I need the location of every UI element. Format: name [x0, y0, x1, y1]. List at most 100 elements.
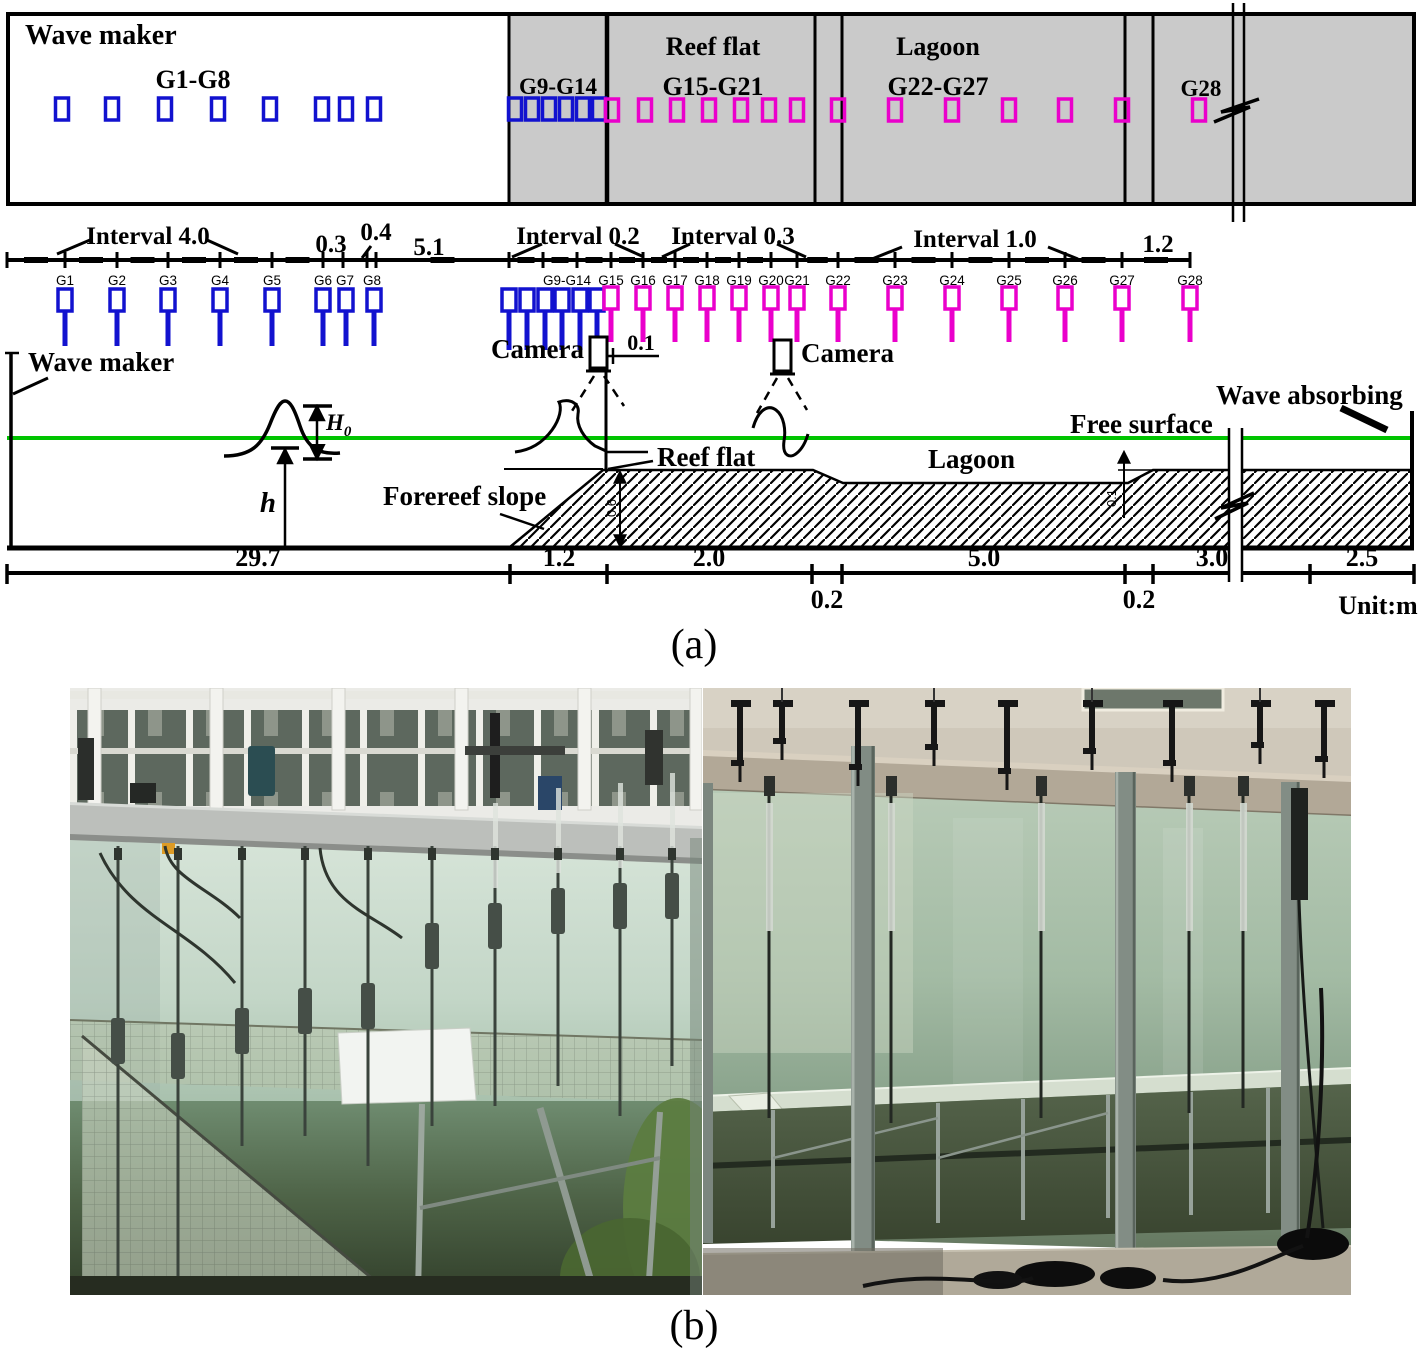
interval-label-layer: Interval 4.0 0.3 0.45.1 Interval 0.2 Interva… — [86, 219, 1173, 261]
gauge-label-G16: G16 — [630, 273, 656, 288]
wave-sketch-lagoon — [751, 406, 810, 458]
plan-wave-maker-label: Wave maker — [25, 20, 177, 51]
photo-left-beam — [70, 802, 702, 864]
bottom-dimension-row: 29.7 1.2 2.0 0.2 5.0 0.2 3.0 2.5 Unit:m — [5, 543, 1418, 620]
dark-instrument — [1291, 788, 1308, 900]
lagoon-depth-label: 0.1 — [1104, 489, 1119, 507]
gauge-label-G20: G20 — [758, 273, 784, 288]
camera-left-label: Camera — [491, 334, 584, 364]
photo-right-window — [1081, 686, 1225, 712]
camera-right-icon — [755, 338, 809, 414]
photo-left-gauge-rods — [111, 773, 679, 1286]
gauge-label-G23: G23 — [882, 273, 908, 288]
photo-right-art — [702, 686, 1352, 1295]
dimension-label: 2.5 — [1346, 543, 1379, 572]
caption-b: (b) — [669, 1303, 719, 1349]
plan-break-symbol — [1213, 3, 1260, 222]
camera-offset-label: 0.1 — [627, 330, 655, 355]
gauge-spacing-row: Interval 4.0 0.3 0.45.1 Interval 0.2 Interva… — [5, 219, 1203, 350]
section-wave-maker-label: Wave maker — [28, 347, 174, 377]
mid-tick-layer — [5, 252, 1192, 268]
unit-label: Unit:m — [1338, 591, 1418, 620]
gauge-label-G15: G15 — [598, 273, 624, 288]
dimension-label: 29.7 — [235, 543, 281, 572]
photo-left-slope-mesh — [81, 1034, 393, 1297]
bottom-dim-label-layer: 29.7 1.2 2.0 0.2 5.0 0.2 3.0 2.5 — [235, 543, 1378, 614]
photo-right-posts — [703, 746, 1325, 1254]
gauge-label-G18: G18 — [694, 273, 720, 288]
dimension-label: 1.2 — [543, 543, 576, 572]
gauge-label-G17: G17 — [662, 273, 688, 288]
gauge-label-G21: G21 — [784, 273, 810, 288]
gauge-label-G1: G1 — [56, 273, 74, 288]
reef-structure — [506, 468, 1414, 549]
photo-left — [69, 687, 733, 1338]
bottom-tick-layer — [5, 564, 1416, 584]
dimension-label: 2.0 — [693, 543, 726, 572]
gauge-label-G22: G22 — [825, 273, 851, 288]
breaking-wave-sketch — [514, 399, 607, 454]
plan-gauge-layer — [53, 96, 1208, 123]
wave-absorbing-label: Wave absorbing — [1216, 380, 1403, 410]
plan-g28-label: G28 — [1181, 76, 1222, 101]
solitary-wave-sketch — [223, 399, 341, 458]
photo-right-gauges — [764, 776, 1249, 1123]
lagoon-depth-dimension: 0.1 — [1104, 449, 1172, 518]
interval-label: Interval 0.3 — [671, 223, 795, 250]
plan-g9-g14-label: G9-G14 — [519, 74, 597, 99]
photo-right — [702, 686, 1352, 1295]
photo-left-model-legs — [415, 1103, 663, 1296]
gauge-label-G7: G7 — [336, 273, 354, 288]
camera-right-label: Camera — [801, 338, 894, 368]
interval-label: 0.4 — [360, 219, 392, 246]
camera-offset-dimension: 0.1 — [607, 330, 659, 364]
section-lagoon-label: Lagoon — [928, 444, 1015, 474]
photo-left-windows — [70, 710, 702, 806]
gauge-label-G3: G3 — [159, 273, 177, 288]
plan-lagoon-label: Lagoon — [896, 32, 980, 61]
photo-right-cables — [862, 987, 1349, 1289]
section-reef-flat-label: Reef flat — [657, 442, 755, 472]
gauge-label-G27: G27 — [1109, 273, 1135, 288]
plan-g15-g21-label: G15-G21 — [662, 72, 763, 101]
section-view: Wave maker H0 h Camera — [5, 330, 1414, 551]
depth-dimension: h — [260, 446, 294, 548]
gauge-label-G6: G6 — [314, 273, 332, 288]
gauge-label-G26: G26 — [1052, 273, 1078, 288]
plan-reef-flat-label: Reef flat — [666, 32, 761, 61]
gauge-label-layer: G1 G2 G3 G4 G5 G6 G7 G8 G9-G14 G15 G16 G17 G18 G19 G20… — [56, 273, 1203, 288]
interval-label: 0.3 — [315, 231, 346, 258]
camera-left-icon — [570, 335, 626, 412]
gauge-label-G8: G8 — [363, 273, 381, 288]
photo-left-art — [69, 687, 733, 1338]
photo-right-clamps — [731, 688, 1335, 790]
gauge-label-G5: G5 — [263, 273, 281, 288]
gauge-label-G28: G28 — [1177, 273, 1203, 288]
gauge-label-G19: G19 — [726, 273, 752, 288]
white-sheet — [337, 1027, 477, 1105]
plan-g1-g8-label: G1-G8 — [155, 65, 230, 94]
interval-label: 5.1 — [413, 234, 444, 261]
reef-height-dimension: 0.6 — [604, 469, 627, 549]
h0-dimension: H0 — [303, 403, 352, 462]
gauge-label-G2: G2 — [108, 273, 126, 288]
schematic-panel-a: Wave maker G1-G8 G9-G14 Reef flat G15-G2… — [5, 3, 1418, 668]
interval-label: 1.2 — [1142, 231, 1173, 258]
section-break-symbol — [1214, 428, 1255, 582]
orange-sticker — [162, 843, 175, 854]
dimension-label: 0.2 — [1123, 585, 1156, 614]
dimension-label: 3.0 — [1196, 543, 1229, 572]
free-surface-label: Free surface — [1070, 409, 1213, 439]
h0-label: H0 — [325, 410, 352, 440]
interval-label: Interval 4.0 — [86, 223, 210, 250]
plan-view: Wave maker G1-G8 G9-G14 Reef flat G15-G2… — [6, 3, 1416, 222]
caption-a: (a) — [671, 622, 718, 668]
plan-g22-g27-label: G22-G27 — [887, 72, 988, 101]
reef-height-label: 0.6 — [604, 499, 619, 517]
dimension-label: 0.2 — [811, 585, 844, 614]
forereef-slope-label: Forereef slope — [383, 481, 546, 511]
mid-gauge-layer — [56, 285, 1199, 350]
photo-left-instruments — [78, 713, 663, 810]
gauge-label-G25: G25 — [996, 273, 1022, 288]
